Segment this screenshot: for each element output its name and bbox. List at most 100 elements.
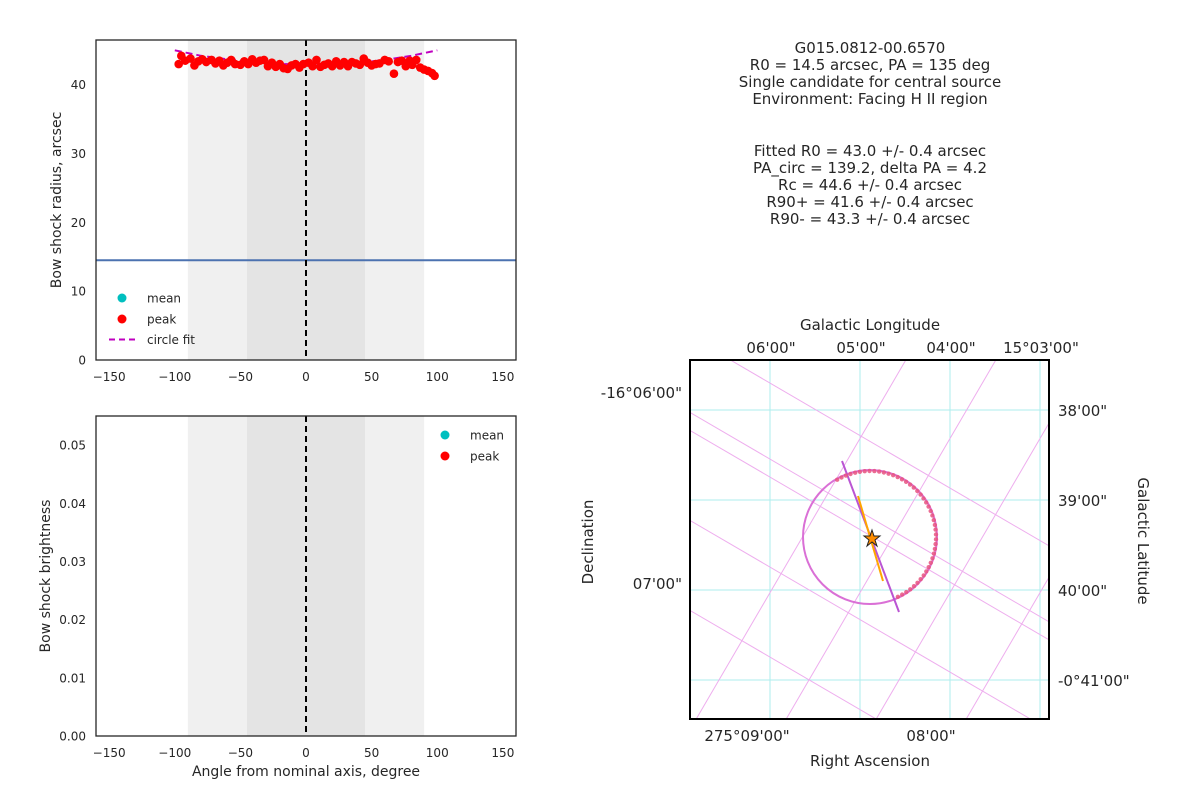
brightness-x-label: Angle from nominal axis, degree [192, 764, 420, 780]
glat-grid-line [729, 360, 1049, 547]
x-tick-label: −150 [93, 746, 126, 760]
info-text: G015.0812-00.6570 R0 = 14.5 arcsec, PA =… [739, 39, 1001, 228]
info-environment: Environment: Facing H II region [752, 90, 987, 108]
bow-shock-point [928, 560, 933, 565]
info-r90-minus: R90- = 43.3 +/- 0.4 arcsec [770, 210, 970, 228]
bow-shock-point [933, 527, 938, 532]
sky-top-label: Galactic Longitude [800, 316, 940, 334]
info-fitted-r0: Fitted R0 = 43.0 +/- 0.4 arcsec [754, 142, 986, 160]
x-tick-label: −50 [228, 746, 253, 760]
bow-shock-point [915, 488, 920, 494]
bow-shock-point [926, 504, 931, 509]
sky-right-tick: 40'00" [1058, 582, 1107, 600]
y-tick-label: 10 [71, 285, 86, 299]
x-tick-label: 50 [364, 370, 379, 384]
peak-point [174, 59, 183, 69]
bow-shock-point [931, 551, 937, 556]
bow-shock-point [930, 556, 935, 561]
legend-mean-label: mean [470, 429, 504, 443]
sky-right-label: Galactic Latitude [1134, 477, 1152, 604]
bow-shock-point [881, 470, 887, 475]
x-tick-label: 150 [491, 370, 514, 384]
peak-point [411, 55, 421, 65]
peak-point [308, 61, 317, 71]
glat-grid-line [690, 609, 878, 719]
radius-x-ticks: −150 −100 −50 0 50 100 150 [93, 370, 515, 384]
sky-right-tick: 39'00" [1058, 492, 1107, 510]
bow-shock-point [924, 569, 929, 574]
bow-shock-point [932, 546, 938, 552]
peak-point [259, 55, 269, 65]
bow-shock-point [895, 594, 901, 599]
bow-shock-point [867, 468, 872, 474]
bow-shock-point [891, 473, 896, 478]
x-tick-label: 0 [302, 370, 310, 384]
sky-top-tick: 06'00" [746, 339, 795, 357]
galactic-grid [690, 360, 1049, 719]
bow-shock-point [900, 592, 905, 597]
sky-y-label: Declination [579, 500, 597, 585]
sky-left-tick: 07'00" [633, 575, 682, 593]
peak-point [186, 54, 195, 63]
radius-plot-frame [95, 39, 517, 361]
x-tick-label: 50 [364, 746, 379, 760]
legend-mean-marker [440, 430, 450, 440]
bow-shock-point [907, 482, 913, 487]
brightness-y-ticks: 0.00 0.01 0.02 0.03 0.04 0.05 [59, 439, 86, 744]
bow-shock-point [839, 475, 844, 480]
y-tick-label: 0.03 [59, 555, 86, 569]
legend-peak-label: peak [147, 313, 176, 327]
x-tick-label: 100 [426, 370, 449, 384]
bow-shock-point [853, 470, 858, 475]
bow-shock-point [918, 577, 923, 582]
bow-shock-point [911, 485, 916, 490]
radius-y-ticks: 0 10 20 30 40 [71, 78, 86, 367]
sky-x-label: Right Ascension [810, 752, 930, 770]
y-tick-label: 0.00 [59, 730, 86, 744]
y-tick-label: 0.02 [59, 613, 86, 627]
glat-grid-line [690, 429, 1049, 641]
x-tick-label: −150 [93, 370, 126, 384]
bow-shock-point [835, 477, 840, 482]
legend-peak-label: peak [470, 450, 499, 464]
bow-shock-point [915, 580, 920, 585]
bow-shock-point [886, 471, 891, 476]
y-tick-label: 0.04 [59, 497, 86, 511]
y-tick-label: 20 [71, 216, 86, 230]
legend-peak-marker [117, 314, 127, 324]
bow-shock-point [862, 469, 867, 474]
radius-legend: mean peak circle fit [109, 292, 195, 347]
central-source-star [862, 528, 882, 548]
legend-fit-label: circle fit [147, 333, 195, 347]
sky-top-tick: 04'00" [926, 339, 975, 357]
legend-mean-label: mean [147, 292, 181, 306]
bow-shock-point [903, 479, 909, 484]
brightness-x-ticks: −150 −100 −50 0 50 100 150 [93, 746, 515, 760]
bow-shock-point [877, 469, 882, 474]
bow-shock-point [899, 477, 905, 482]
info-candidate: Single candidate for central source [739, 73, 1001, 91]
x-tick-label: 150 [491, 746, 514, 760]
bow-shock-point [933, 541, 938, 547]
bow-shock-point [932, 522, 938, 528]
sky-right-tick: -0°41'00" [1058, 672, 1130, 690]
bow-shock-point [848, 471, 853, 477]
bow-shock-point [931, 517, 936, 523]
bow-shock-point [933, 537, 939, 542]
radius-panel: −150 −100 −50 0 50 100 150 0 10 20 30 40 Bow shock… [49, 39, 517, 384]
brightness-panel: −150 −100 −50 0 50 100 150 0.000.010.020.030.0… [38, 415, 517, 780]
x-tick-label: −100 [158, 370, 191, 384]
bow-shock-point [857, 469, 863, 474]
peak-point [384, 57, 393, 66]
bow-shock-point [895, 474, 900, 480]
bow-shock-points [835, 468, 939, 599]
sky-top-tick: 15°03'00" [1003, 339, 1079, 357]
bow-shock-point [904, 589, 909, 595]
bow-shock-point [843, 473, 849, 478]
info-rc: Rc = 44.6 +/- 0.4 arcsec [778, 176, 962, 194]
brightness-legend: mean peak [440, 429, 504, 464]
bow-shock-point [911, 584, 917, 589]
y-tick-label: 30 [71, 147, 86, 161]
bow-shock-point [921, 573, 926, 578]
